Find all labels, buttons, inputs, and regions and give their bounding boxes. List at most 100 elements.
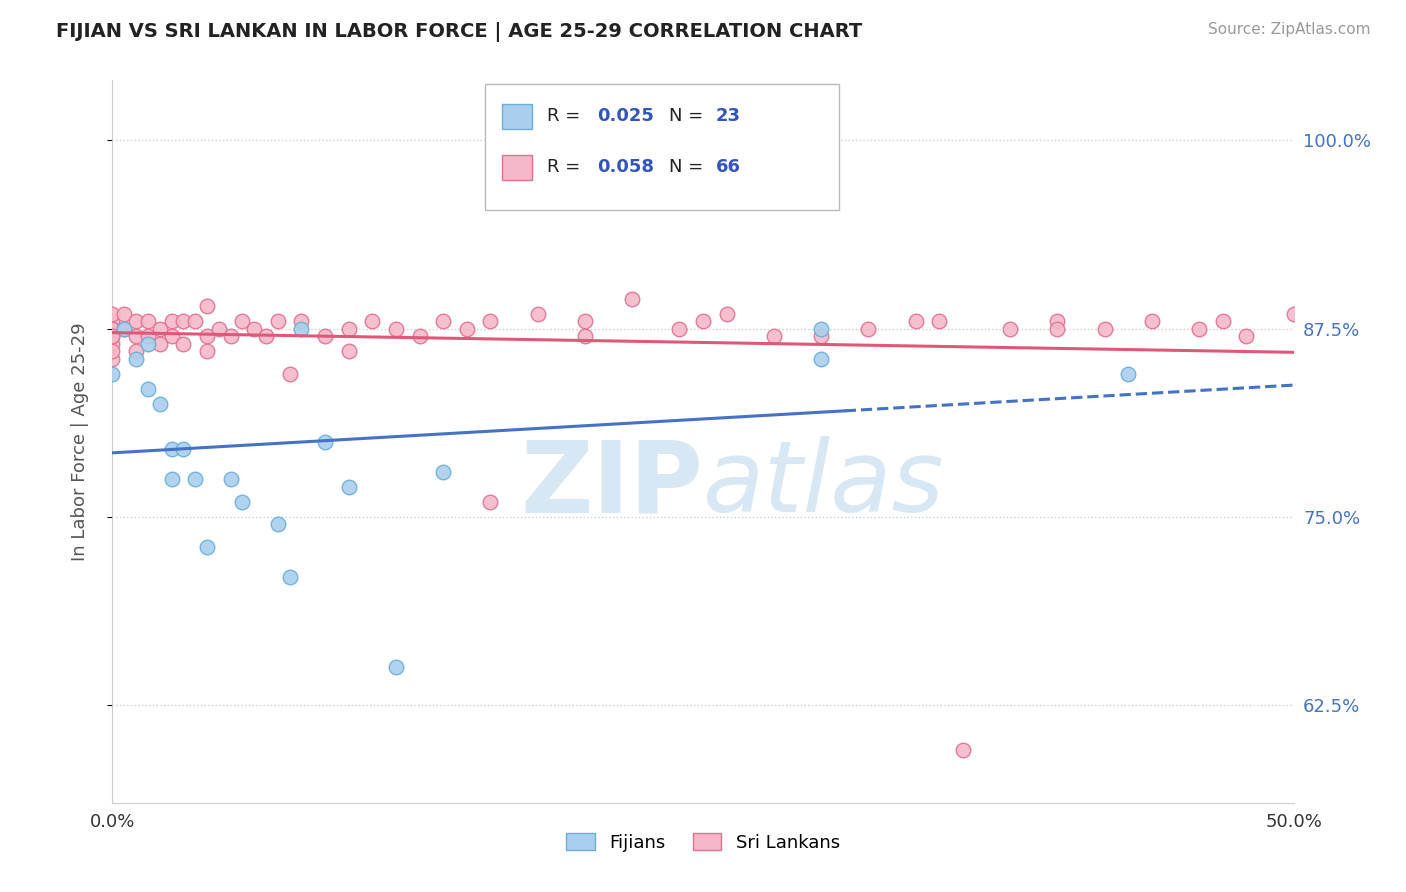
Text: R =: R = [547, 158, 586, 176]
Point [101, 307, 124, 321]
Point [160, 314, 183, 328]
Point [112, 321, 135, 335]
Point [101, 321, 124, 335]
Point [858, 321, 880, 335]
Y-axis label: In Labor Force | Age 25-29: In Labor Force | Age 25-29 [70, 322, 89, 561]
Point [136, 329, 159, 343]
Point [149, 397, 172, 411]
Point [195, 540, 218, 554]
Point [160, 442, 183, 456]
Point [1212, 314, 1234, 328]
Point [125, 329, 148, 343]
Point [337, 480, 360, 494]
Text: atlas: atlas [703, 436, 945, 533]
Point [290, 314, 312, 328]
Text: 0.058: 0.058 [596, 158, 654, 176]
Point [160, 329, 183, 343]
Point [810, 329, 832, 343]
Point [231, 314, 253, 328]
Point [219, 329, 242, 343]
Text: Source: ZipAtlas.com: Source: ZipAtlas.com [1208, 22, 1371, 37]
Point [172, 442, 194, 456]
Text: ZIP: ZIP [520, 436, 703, 533]
Legend: Fijians, Sri Lankans: Fijians, Sri Lankans [558, 826, 848, 859]
Point [904, 314, 927, 328]
Point [456, 321, 478, 335]
Point [952, 743, 974, 757]
Point [101, 329, 124, 343]
Point [219, 472, 242, 486]
Point [479, 495, 502, 509]
Point [184, 472, 207, 486]
Text: N =: N = [669, 158, 709, 176]
Point [278, 367, 301, 381]
Point [101, 321, 124, 335]
Point [112, 307, 135, 321]
Point [1188, 321, 1211, 335]
Point [184, 314, 207, 328]
Text: FIJIAN VS SRI LANKAN IN LABOR FORCE | AGE 25-29 CORRELATION CHART: FIJIAN VS SRI LANKAN IN LABOR FORCE | AG… [56, 22, 862, 42]
Point [432, 465, 454, 479]
Point [361, 314, 384, 328]
Point [526, 307, 548, 321]
Point [101, 344, 124, 359]
Point [314, 434, 336, 449]
Point [101, 367, 124, 381]
Point [172, 336, 194, 351]
Point [1234, 329, 1257, 343]
Point [621, 292, 644, 306]
Point [928, 314, 950, 328]
Point [195, 329, 218, 343]
FancyBboxPatch shape [502, 154, 531, 180]
Point [267, 314, 290, 328]
Point [208, 321, 231, 335]
Point [337, 321, 360, 335]
Point [810, 321, 832, 335]
Text: 0.025: 0.025 [596, 107, 654, 126]
Point [231, 495, 253, 509]
Point [668, 321, 690, 335]
Point [574, 329, 596, 343]
Point [1282, 307, 1305, 321]
Point [432, 314, 454, 328]
Point [125, 314, 148, 328]
Point [195, 344, 218, 359]
Point [149, 321, 172, 335]
Point [101, 336, 124, 351]
Point [385, 660, 408, 674]
Point [385, 321, 408, 335]
Point [267, 517, 290, 532]
Point [1046, 321, 1069, 335]
Point [1140, 314, 1163, 328]
Point [172, 314, 194, 328]
Text: N =: N = [669, 107, 709, 126]
Point [716, 307, 738, 321]
FancyBboxPatch shape [485, 84, 839, 211]
Point [574, 314, 596, 328]
Point [1046, 314, 1069, 328]
Point [243, 321, 266, 335]
Point [136, 382, 159, 396]
Point [112, 321, 135, 335]
Point [337, 344, 360, 359]
Point [479, 314, 502, 328]
Point [160, 472, 183, 486]
Point [314, 329, 336, 343]
Point [998, 321, 1021, 335]
Text: R =: R = [547, 107, 586, 126]
Point [692, 314, 714, 328]
Point [278, 570, 301, 584]
Point [254, 329, 277, 343]
Point [195, 299, 218, 313]
Point [101, 329, 124, 343]
Point [101, 351, 124, 366]
Point [136, 314, 159, 328]
Text: 23: 23 [716, 107, 741, 126]
Point [762, 329, 785, 343]
Point [1116, 367, 1139, 381]
Point [290, 321, 312, 335]
Point [1094, 321, 1116, 335]
Text: 66: 66 [716, 158, 741, 176]
Point [149, 336, 172, 351]
Point [125, 351, 148, 366]
